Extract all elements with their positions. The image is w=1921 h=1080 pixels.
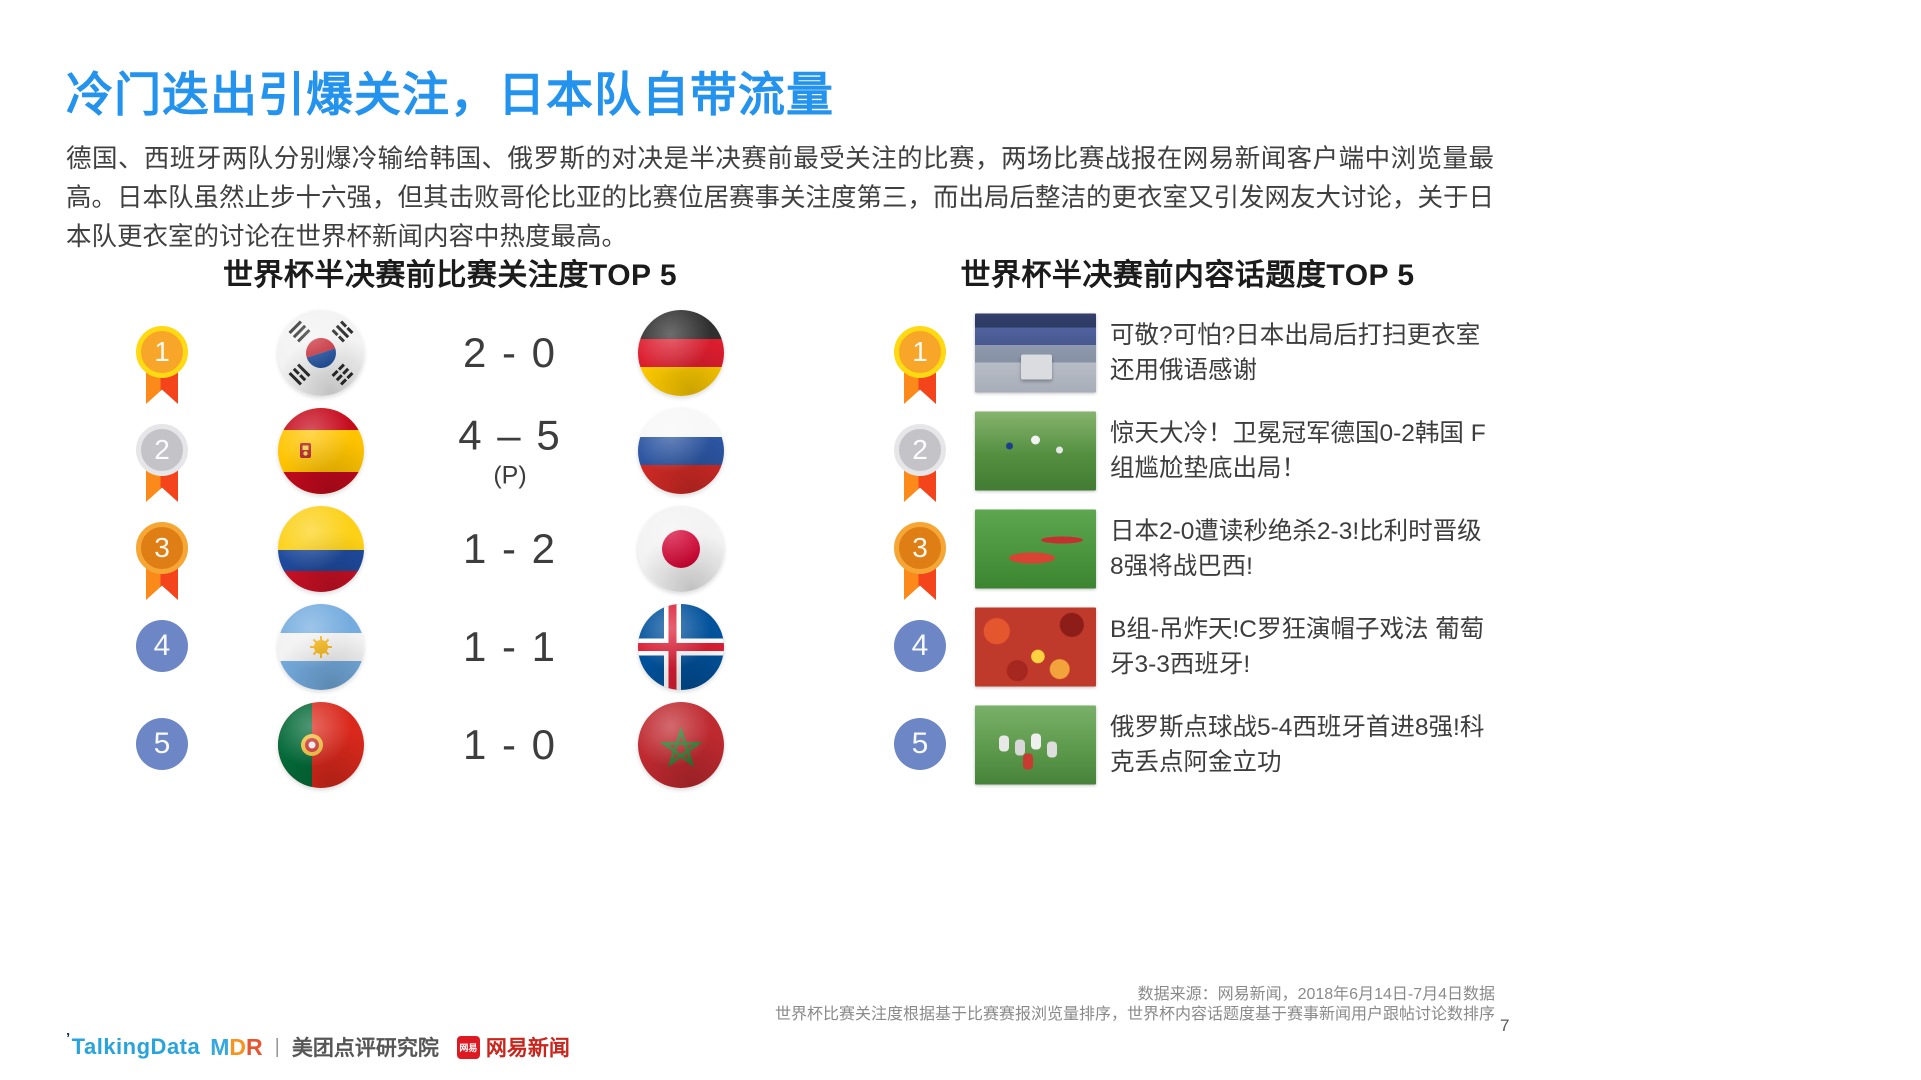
silver-medal-icon: 2: [136, 424, 188, 476]
flag-russia-icon: [638, 408, 724, 494]
news-row: 5 俄罗斯点球战5-4西班牙首进8强!科克丢点阿金立功: [890, 696, 1500, 794]
score-value: 1 - 2: [462, 525, 558, 572]
score-value: 1 - 0: [462, 721, 558, 768]
flag-japan-icon: [638, 506, 724, 592]
japan-locker-room-photo: [975, 313, 1096, 393]
flag-iceland-icon: [638, 604, 724, 690]
rank-badge-5: 5: [136, 718, 188, 770]
mdr-logo: MDR: [210, 1033, 263, 1060]
news-row: 4 B组-吊炸天!C罗狂演帽子戏法 葡萄牙3-3西班牙!: [890, 598, 1500, 696]
page-number: 7: [1500, 1016, 1510, 1035]
rank-badge-1: 1: [136, 326, 188, 404]
rank-circle-icon: 5: [894, 718, 946, 770]
meituan-research-label: 美团点评研究院: [291, 1037, 439, 1060]
match-score: 1 - 2: [410, 525, 610, 573]
news-headline: B组-吊炸天!C罗狂演帽子戏法 葡萄牙3-3西班牙!: [1110, 616, 1485, 678]
news-headline: 可敬?可怕?日本出局后打扫更衣室 还用俄语感谢: [1110, 322, 1481, 384]
talkingdata-logo: ’ TalkingData: [66, 1030, 201, 1060]
flag-germany-icon: [638, 310, 724, 396]
left-panel-header: 世界杯半决赛前比赛关注度TOP 5: [222, 259, 678, 292]
netease-icon: 网易: [456, 1035, 480, 1059]
logo-separator: |: [274, 1035, 280, 1058]
germany-korea-match-photo: [975, 411, 1096, 491]
netease-news-label: 网易新闻: [485, 1037, 570, 1060]
rank-badge-4: 4: [894, 620, 946, 672]
rank-badge-3: 3: [894, 522, 946, 600]
score-value: 1 - 1: [462, 623, 558, 670]
score-value: 4 – 5: [458, 411, 562, 459]
right-panel: 1 可敬?可怕?日本出局后打扫更衣室 还用俄语感谢 2 惊天大冷！卫冕冠军德国0…: [890, 304, 1500, 794]
match-row: 2 4 – 5 (P): [130, 402, 830, 502]
rank-badge-1: 1: [894, 326, 946, 404]
rank-circle-icon: 4: [136, 620, 188, 672]
match-score: 4 – 5 (P): [410, 412, 610, 491]
rank-badge-3: 3: [136, 522, 188, 600]
flag-spain-icon: [278, 408, 364, 494]
source-line-1: 数据来源：网易新闻，2018年6月14日-7月4日数据: [1137, 986, 1495, 1003]
flag-south-korea-icon: [278, 310, 364, 396]
rank-circle-icon: 4: [894, 620, 946, 672]
news-headline: 惊天大冷！卫冕冠军德国0-2韩国 F组尴尬垫底出局！: [1110, 420, 1486, 482]
news-row: 1 可敬?可怕?日本出局后打扫更衣室 还用俄语感谢: [890, 304, 1500, 404]
body-paragraph: 德国、西班牙两队分别爆冷输给韩国、俄罗斯的对决是半决赛前最受关注的比赛，两场比赛…: [66, 145, 1495, 251]
page-title: 冷门迭出引爆关注，日本队自带流量: [66, 68, 834, 121]
flag-argentina-icon: [278, 604, 364, 690]
rank-badge-2: 2: [894, 424, 946, 502]
news-headline: 俄罗斯点球战5-4西班牙首进8强!科克丢点阿金立功: [1110, 714, 1485, 776]
news-row: 3 日本2-0遭读秒绝杀2-3!比利时晋级8强将战巴西!: [890, 500, 1500, 600]
left-panel: 1 2 - 0: [130, 304, 830, 794]
footer-logos: ’ TalkingData MDR | 美团点评研究院 网易 网易新闻: [66, 1030, 570, 1062]
score-note: (P): [493, 461, 527, 490]
japan-belgium-match-photo: [975, 509, 1096, 589]
portugal-spain-fans-photo: [975, 607, 1096, 687]
gold-medal-icon: 1: [136, 326, 188, 378]
russia-spain-celebration-photo: [975, 705, 1096, 785]
flag-colombia-icon: [278, 506, 364, 592]
data-source-note: 数据来源：网易新闻，2018年6月14日-7月4日数据 世界杯比赛关注度根据基于…: [515, 985, 1495, 1025]
match-row: 3 1 - 2: [130, 500, 830, 600]
score-value: 2 - 0: [462, 329, 558, 376]
rank-circle-icon: 5: [136, 718, 188, 770]
netease-news-logo: 网易 网易新闻: [456, 1032, 570, 1062]
match-score: 1 - 0: [410, 721, 610, 769]
news-row: 2 惊天大冷！卫冕冠军德国0-2韩国 F组尴尬垫底出局！: [890, 402, 1500, 502]
gold-medal-icon: 1: [894, 326, 946, 378]
rank-badge-4: 4: [136, 620, 188, 672]
match-row: 4 1 - 1: [130, 598, 830, 696]
bronze-medal-icon: 3: [136, 522, 188, 574]
source-line-2: 世界杯比赛关注度根据基于比赛赛报浏览量排序，世界杯内容话题度基于赛事新闻用户跟帖…: [774, 1006, 1495, 1023]
bronze-medal-icon: 3: [894, 522, 946, 574]
talkingdata-tick-icon: ’: [66, 1030, 71, 1047]
match-row: 5 1 - 0: [130, 696, 830, 794]
flag-portugal-icon: [278, 702, 364, 788]
right-panel-header: 世界杯半决赛前内容话题度TOP 5: [960, 259, 1415, 292]
rank-badge-5: 5: [894, 718, 946, 770]
flag-morocco-icon: [638, 702, 724, 788]
news-headline: 日本2-0遭读秒绝杀2-3!比利时晋级8强将战巴西!: [1110, 518, 1482, 580]
match-score: 1 - 1: [410, 623, 610, 671]
match-row: 1 2 - 0: [130, 304, 830, 404]
rank-badge-2: 2: [136, 424, 188, 502]
match-score: 2 - 0: [410, 329, 610, 377]
talkingdata-wordmark: TalkingData: [71, 1034, 201, 1059]
silver-medal-icon: 2: [894, 424, 946, 476]
